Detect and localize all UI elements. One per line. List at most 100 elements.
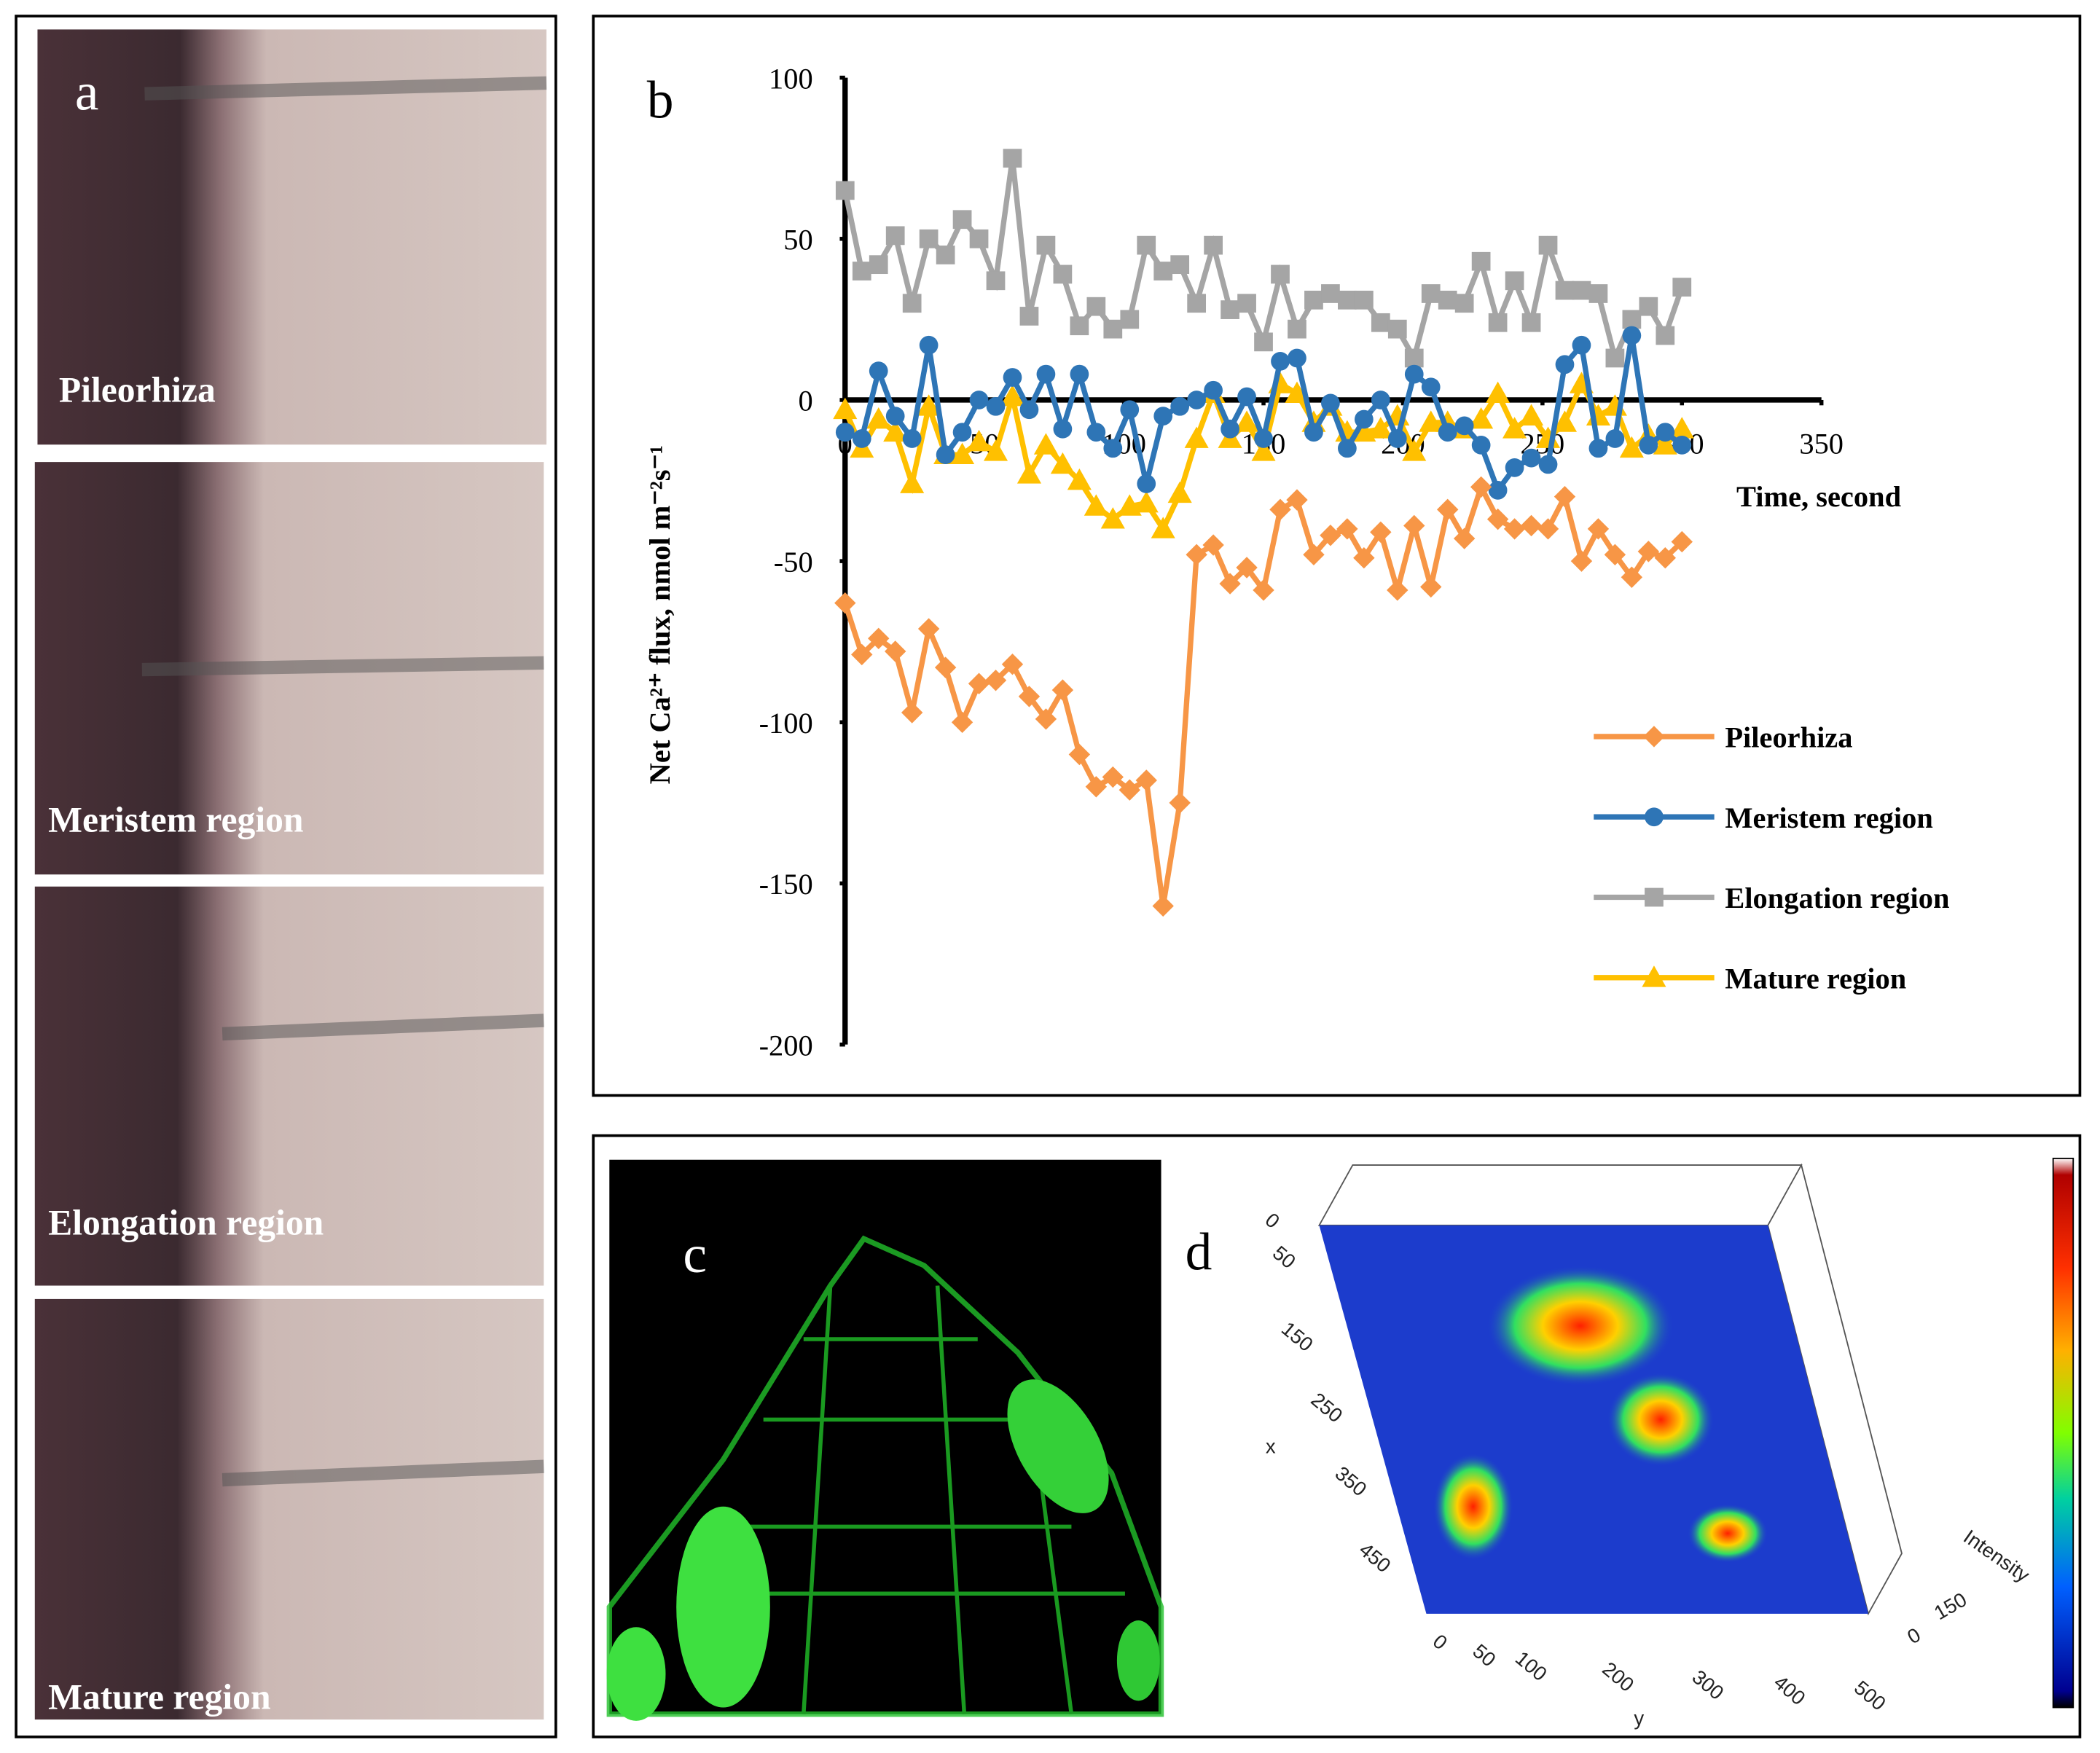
marker xyxy=(1321,284,1340,303)
marker xyxy=(1354,409,1374,429)
marker xyxy=(1420,576,1442,598)
marker xyxy=(1639,297,1658,316)
marker xyxy=(1033,433,1058,455)
marker xyxy=(1521,313,1541,332)
marker xyxy=(1605,429,1625,448)
marker xyxy=(1303,544,1325,565)
marker xyxy=(835,181,855,200)
x-tick-label: 250 xyxy=(1306,1388,1347,1427)
blob xyxy=(676,1506,770,1708)
marker xyxy=(835,423,855,442)
y-tick-label: 50 xyxy=(783,223,812,256)
marker xyxy=(1371,313,1390,332)
marker xyxy=(936,246,955,264)
marker xyxy=(869,255,888,275)
marker xyxy=(1555,281,1575,300)
marker xyxy=(1085,776,1108,798)
marker xyxy=(1271,264,1290,284)
marker xyxy=(1286,489,1308,511)
marker xyxy=(1237,387,1256,407)
marker xyxy=(1269,498,1291,521)
marker xyxy=(1152,895,1174,917)
marker xyxy=(950,442,975,465)
marker xyxy=(1637,541,1660,562)
x-tick-label: 50 xyxy=(1269,1242,1300,1273)
x-tick-label: 150 xyxy=(1277,1317,1317,1356)
marker xyxy=(1251,439,1276,461)
marker xyxy=(919,335,939,355)
panel-a: Pileorhiza Meristem region Elongation regi… xyxy=(34,29,547,1720)
panel-letter: b xyxy=(647,70,674,130)
marker xyxy=(1167,481,1192,503)
x-tick-label: 0 xyxy=(1261,1208,1284,1233)
root-photo xyxy=(34,886,544,1286)
marker xyxy=(834,592,856,614)
y-tick-label: -150 xyxy=(759,868,813,901)
y-tick-label: 0 xyxy=(798,385,812,417)
marker xyxy=(1438,290,1457,310)
y-tick-label: 400 xyxy=(1770,1671,1810,1709)
marker xyxy=(1170,396,1190,416)
marker xyxy=(900,471,925,493)
x-axis-label: x xyxy=(1266,1435,1276,1457)
marker xyxy=(1187,294,1207,313)
marker xyxy=(1538,235,1558,255)
marker xyxy=(1068,743,1091,766)
x-axis-label: Time, second xyxy=(1736,480,1902,513)
cell-walls xyxy=(696,1285,1125,1715)
probe xyxy=(222,1459,544,1487)
blob xyxy=(1116,1620,1160,1701)
marker xyxy=(1387,579,1409,601)
marker xyxy=(1486,508,1509,530)
marker xyxy=(852,262,871,281)
marker xyxy=(1202,534,1224,556)
legend-label: Elongation region xyxy=(1725,882,1949,914)
marker xyxy=(1537,518,1559,540)
y-tick-label: -50 xyxy=(774,546,813,579)
marker xyxy=(986,271,1006,291)
marker xyxy=(1304,423,1323,442)
marker xyxy=(1669,417,1694,439)
panel-letter: c xyxy=(683,1224,707,1284)
series xyxy=(835,149,1692,368)
marker xyxy=(1051,679,1074,701)
line xyxy=(842,157,1685,366)
marker xyxy=(1488,313,1508,332)
marker xyxy=(1100,507,1125,529)
root-photo xyxy=(34,1298,544,1720)
marker xyxy=(1102,766,1124,788)
marker xyxy=(1503,518,1526,540)
line xyxy=(842,479,1684,907)
marker xyxy=(1643,726,1665,748)
marker xyxy=(1153,262,1173,281)
marker xyxy=(1084,494,1108,516)
color-bar xyxy=(2052,1157,2074,1709)
photo-label: Mature region xyxy=(48,1676,270,1717)
marker xyxy=(969,391,989,409)
marker xyxy=(1219,573,1241,595)
marker xyxy=(1521,448,1541,468)
marker xyxy=(951,711,973,734)
y-tick-label: -100 xyxy=(759,707,813,740)
cell-outline xyxy=(606,1235,1164,1717)
marker xyxy=(1645,887,1664,907)
marker xyxy=(1086,423,1106,442)
legend-label: Pileorhiza xyxy=(1725,721,1852,754)
panel-b: b-200-150-100-50050100050100150200250300… xyxy=(643,62,1949,1062)
marker xyxy=(1003,149,1022,168)
marker xyxy=(1187,391,1207,409)
marker xyxy=(1036,235,1056,255)
marker xyxy=(1336,518,1358,540)
marker xyxy=(1653,433,1677,455)
marker xyxy=(852,429,871,448)
panel-letter: a xyxy=(75,62,99,122)
marker xyxy=(1587,518,1610,540)
marker xyxy=(1672,436,1692,455)
marker xyxy=(1019,307,1039,326)
marker xyxy=(1538,455,1558,474)
marker xyxy=(1321,393,1340,413)
marker xyxy=(1621,566,1643,588)
marker xyxy=(1555,355,1575,374)
marker xyxy=(1471,436,1491,455)
